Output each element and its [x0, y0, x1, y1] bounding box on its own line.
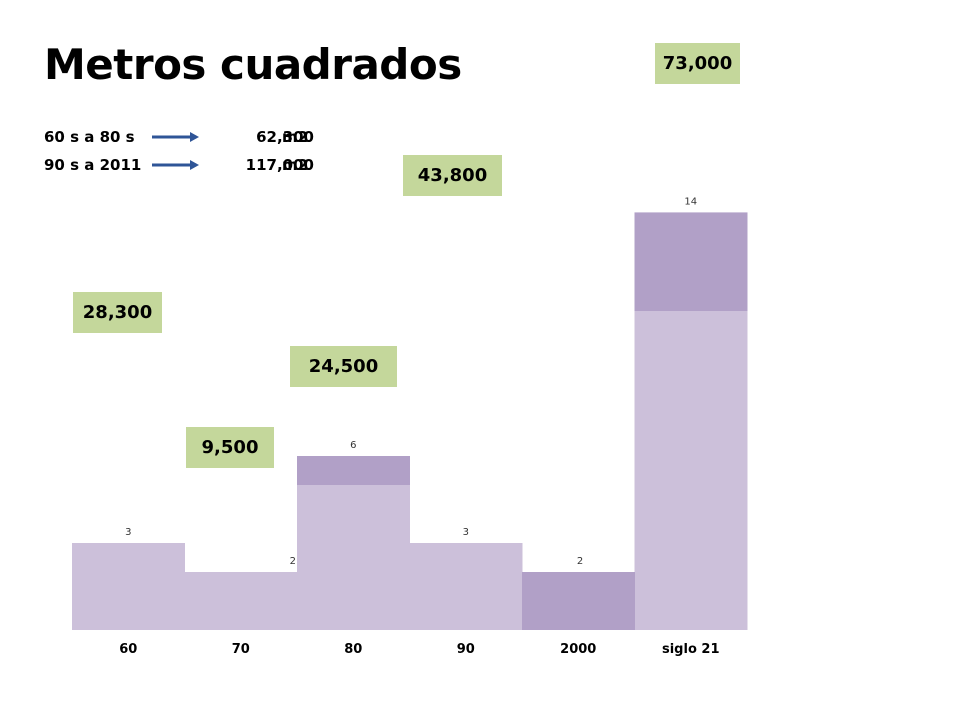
page-title: Metros cuadrados — [44, 40, 462, 89]
bar-segment-80-s1 — [297, 456, 410, 485]
summary-unit: m2 — [282, 128, 309, 146]
x-tick-label: 2000 — [560, 642, 596, 657]
callout-43800: 43,800 — [403, 155, 502, 196]
bar-segment-siglo-21-s1 — [634, 212, 748, 311]
callout-28300: 28,300 — [73, 292, 162, 333]
summary-value: 117,000 — [245, 156, 314, 174]
x-tick-label: 70 — [232, 642, 250, 657]
bar-segment-70-s0 — [184, 572, 298, 630]
callout-24500: 24,500 — [290, 346, 397, 387]
bar-segment-siglo-21-s0 — [634, 311, 748, 630]
summary-label: 90 s a 2011 — [44, 156, 142, 174]
bar-segment-60-s0 — [72, 543, 185, 630]
bar-segment-80-s0 — [297, 485, 410, 630]
bar-segment-2000-s1 — [522, 572, 635, 630]
summary-label: 60 s a 80 s — [44, 128, 135, 146]
data-label: 3 — [125, 527, 131, 538]
x-tick-label: 90 — [457, 642, 475, 657]
callout-9500: 9,500 — [186, 427, 274, 468]
x-tick-label: siglo 21 — [662, 642, 720, 657]
x-tick-label: 60 — [119, 642, 137, 657]
data-label: 6 — [350, 440, 356, 451]
callout-73000: 73,000 — [655, 43, 740, 84]
summary-value: 62,300 — [256, 128, 314, 146]
right-arrow-icon — [152, 132, 199, 142]
right-arrow-icon — [152, 160, 199, 170]
data-label: 14 — [684, 196, 697, 207]
bar-segment-90-s0 — [409, 543, 523, 630]
x-tick-label: 80 — [344, 642, 362, 657]
data-label: 2 — [290, 556, 296, 567]
data-label: 3 — [463, 527, 469, 538]
data-label: 2 — [577, 556, 583, 567]
summary-unit: m2 — [282, 156, 309, 174]
